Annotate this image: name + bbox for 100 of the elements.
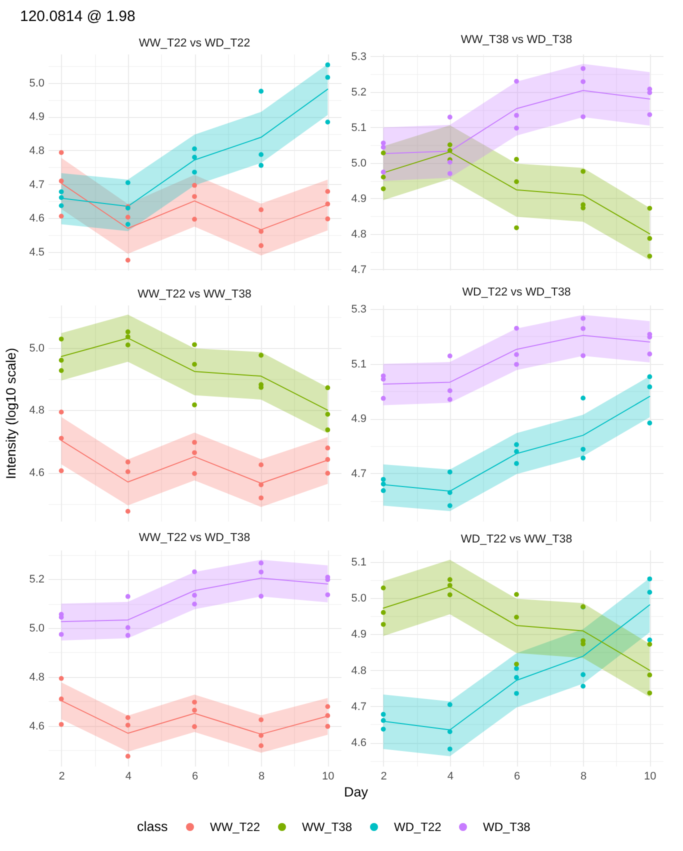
point xyxy=(447,746,452,752)
point xyxy=(325,724,330,729)
x-tick-label: 8 xyxy=(580,770,587,782)
x-tick-label: 10 xyxy=(322,770,334,782)
point xyxy=(380,718,386,723)
y-tick-label: 5.2 xyxy=(29,574,44,586)
point xyxy=(380,396,386,401)
chart-title: WW_T38 vs WD_T38 xyxy=(460,34,572,46)
legend-label: WD_T22 xyxy=(394,820,442,834)
point xyxy=(325,457,330,462)
point xyxy=(258,570,264,574)
point xyxy=(125,632,130,638)
point xyxy=(514,156,519,162)
point xyxy=(447,582,452,588)
point xyxy=(192,708,197,713)
y-tick-label: 4.7 xyxy=(29,178,44,191)
point xyxy=(580,326,586,331)
point xyxy=(647,352,652,356)
point xyxy=(192,569,197,574)
point xyxy=(447,142,452,148)
point xyxy=(380,174,386,180)
point xyxy=(325,74,330,80)
point xyxy=(58,368,64,373)
point xyxy=(125,258,130,263)
point xyxy=(380,585,386,590)
point xyxy=(647,384,652,390)
point xyxy=(380,712,386,717)
point xyxy=(58,195,64,200)
point xyxy=(125,594,130,599)
point xyxy=(647,374,652,380)
point xyxy=(258,152,264,157)
point xyxy=(380,488,386,494)
point xyxy=(125,715,130,720)
y-tick-label: 4.9 xyxy=(351,413,366,426)
point xyxy=(647,690,652,696)
point xyxy=(258,243,264,248)
line-series xyxy=(382,334,650,385)
point xyxy=(580,79,586,84)
y-tick-label: 4.7 xyxy=(351,700,366,713)
point xyxy=(325,470,330,476)
point xyxy=(58,214,64,219)
point xyxy=(258,717,264,722)
point xyxy=(514,666,519,671)
x-tick-label: 10 xyxy=(644,770,656,782)
line-series xyxy=(60,578,328,622)
point xyxy=(192,471,197,476)
point xyxy=(380,140,386,146)
point xyxy=(58,189,64,194)
point xyxy=(447,729,452,734)
point xyxy=(580,316,586,321)
point xyxy=(514,112,519,118)
point xyxy=(125,329,130,334)
point xyxy=(192,154,197,160)
x-tick-label: 4 xyxy=(125,770,132,782)
point xyxy=(125,722,130,728)
point xyxy=(447,397,452,402)
point xyxy=(380,170,386,175)
x-tick-label: 2 xyxy=(58,770,65,782)
chart-title: WW_T22 vs WW_T38 xyxy=(138,288,252,300)
point xyxy=(580,396,586,401)
legend-label: WW_T22 xyxy=(210,820,260,834)
y-tick-label: 5.2 xyxy=(351,86,366,98)
y-tick-label: 4.6 xyxy=(29,467,44,480)
point xyxy=(192,194,197,199)
point xyxy=(380,144,386,150)
point xyxy=(58,150,64,155)
point xyxy=(647,637,652,642)
point xyxy=(580,684,586,689)
point xyxy=(325,62,330,68)
y-tick-label: 4.9 xyxy=(351,192,366,205)
point xyxy=(514,614,519,620)
legend-label: WW_T38 xyxy=(302,820,352,834)
point xyxy=(192,146,197,152)
point xyxy=(258,732,264,738)
point xyxy=(192,450,197,456)
y-tick-label: 5.3 xyxy=(351,304,366,316)
point xyxy=(580,114,586,120)
point xyxy=(580,66,586,71)
y-tick-label: 5.0 xyxy=(29,342,44,354)
y-tick-label: 5.0 xyxy=(29,77,44,90)
chart-title: WW_T22 vs WD_T22 xyxy=(138,38,250,50)
point xyxy=(514,352,519,357)
x-tick-label: 6 xyxy=(514,770,520,782)
point xyxy=(125,342,130,348)
point xyxy=(580,353,586,358)
point xyxy=(58,696,64,702)
point xyxy=(192,216,197,222)
point xyxy=(192,440,197,445)
point xyxy=(325,446,330,450)
point xyxy=(192,362,197,367)
point xyxy=(258,352,264,358)
point xyxy=(447,353,452,358)
point xyxy=(447,592,452,598)
point xyxy=(514,326,519,331)
point xyxy=(325,189,330,194)
point xyxy=(647,420,652,426)
y-tick-label: 4.7 xyxy=(351,468,366,480)
y-tick-label: 5.0 xyxy=(29,622,44,635)
point xyxy=(258,594,264,599)
point xyxy=(192,182,197,188)
